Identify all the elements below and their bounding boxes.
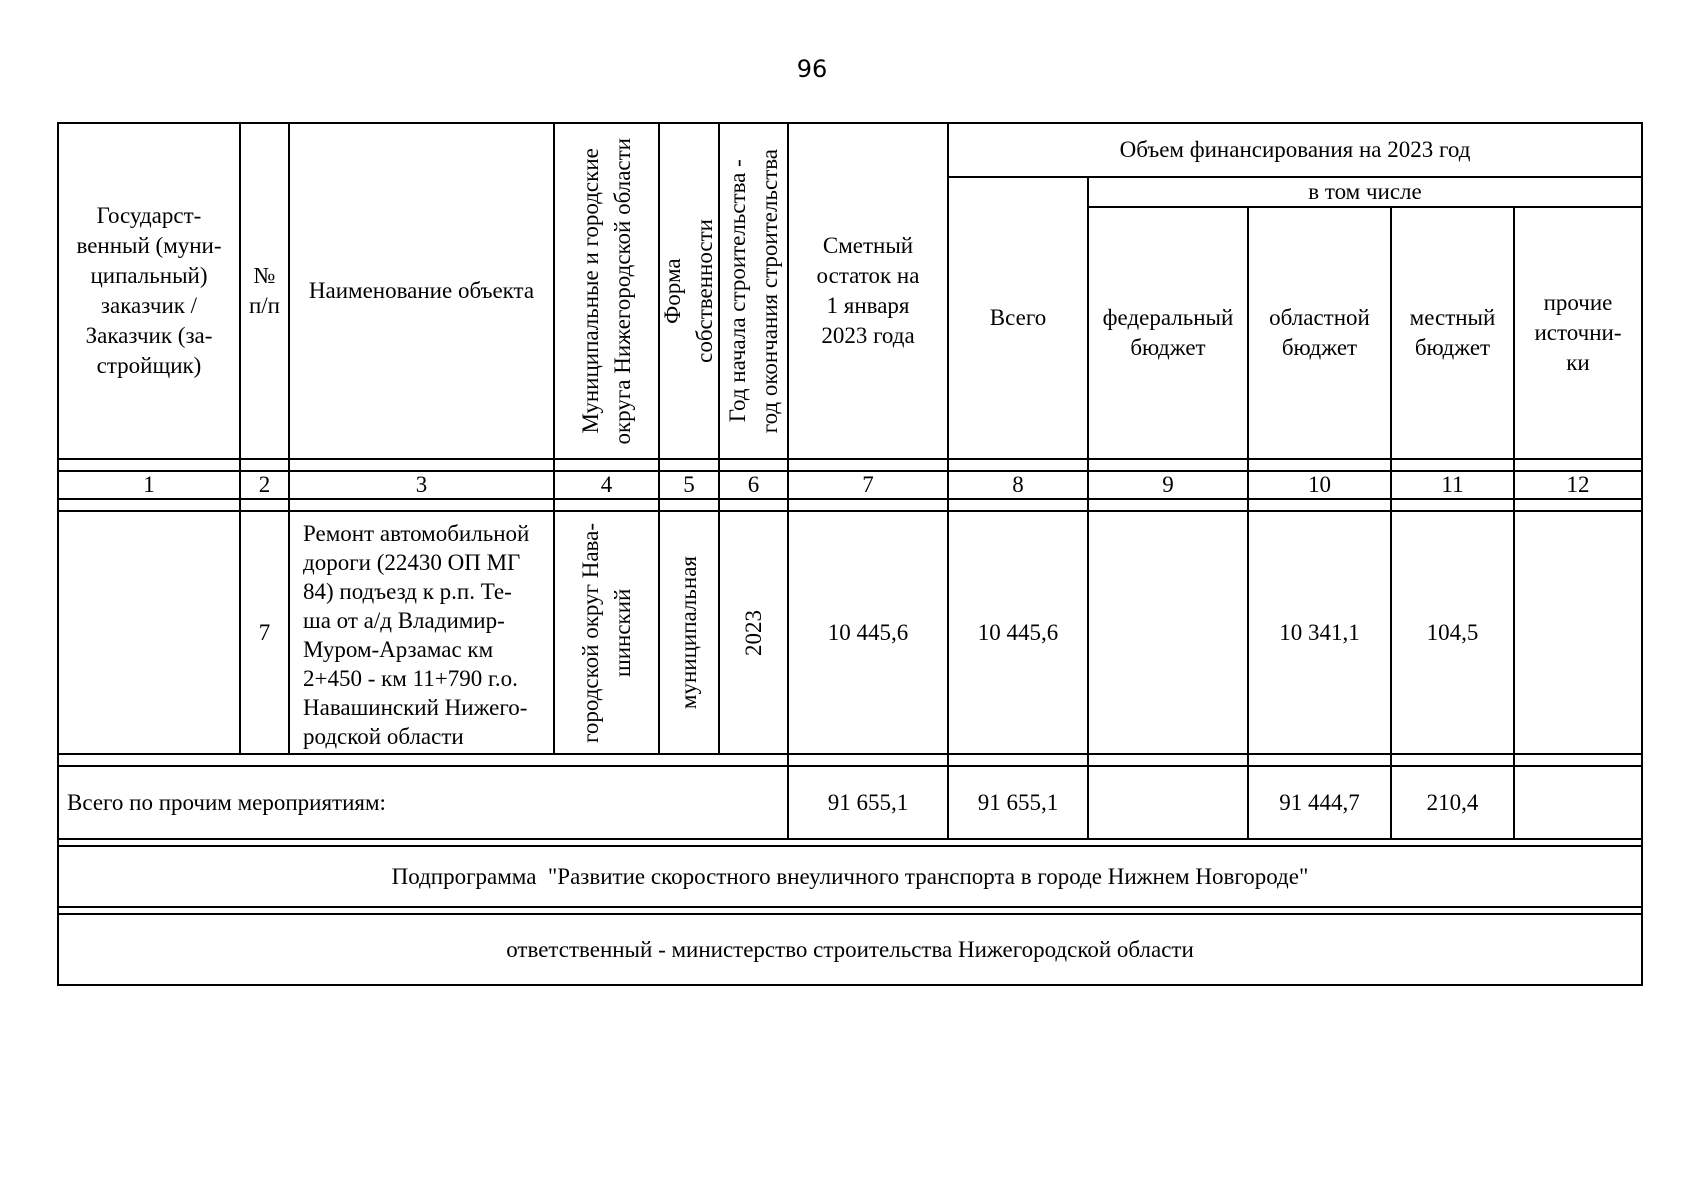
row-gap-cell [787, 500, 947, 510]
row-gap-cell [553, 460, 658, 470]
row-gap-cell [553, 500, 658, 510]
row-gap-cell [1087, 500, 1247, 510]
header-object-name: Наименование объекта [288, 122, 553, 460]
column-number: 9 [1087, 470, 1247, 500]
financing-table: Государст- венный (муни- ципальный) зака… [57, 122, 1643, 986]
cell-ownership-text: муниципальная [676, 555, 701, 710]
header-total: Всего [947, 178, 1087, 460]
row-gap-cell [1087, 755, 1247, 765]
row-gap-cell [1247, 500, 1390, 510]
column-number: 7 [787, 470, 947, 500]
row-gap-cell [57, 755, 787, 765]
cell-row-num: 7 [239, 510, 288, 755]
column-number: 1 [57, 470, 239, 500]
column-number: 4 [553, 470, 658, 500]
header-regional: областной бюджет [1247, 208, 1390, 460]
cell-local: 104,5 [1390, 510, 1513, 755]
cell-federal [1087, 510, 1247, 755]
cell-ownership: муниципальная [658, 510, 718, 755]
cell-municipality: городской округ Нава- шинский [553, 510, 658, 755]
header-other: прочие источни- ки [1513, 208, 1643, 460]
row-gap-cell [288, 460, 553, 470]
header-ownership-text: Форма собственности [660, 219, 717, 363]
cell-other [1513, 510, 1643, 755]
row-gap-cell [718, 500, 787, 510]
totals-regional: 91 444,7 [1247, 765, 1390, 840]
column-number: 6 [718, 470, 787, 500]
header-customer: Государст- венный (муни- ципальный) зака… [57, 122, 239, 460]
column-number: 2 [239, 470, 288, 500]
column-number: 3 [288, 470, 553, 500]
column-number: 10 [1247, 470, 1390, 500]
totals-local: 210,4 [1390, 765, 1513, 840]
header-ownership: Форма собственности [658, 122, 718, 460]
header-years-text: Год начала строительства - год окончания… [724, 148, 782, 434]
cell-years: 2023 [718, 510, 787, 755]
row-gap-cell [57, 840, 1643, 845]
row-gap-cell [1513, 755, 1643, 765]
row-gap-cell [57, 460, 239, 470]
row-gap-cell [787, 755, 947, 765]
totals-estimate: 91 655,1 [787, 765, 947, 840]
cell-customer-empty [57, 510, 239, 755]
row-gap-cell [239, 460, 288, 470]
cell-municipality-text: городской округ Нава- шинский [577, 522, 635, 743]
header-municipality: Муниципальные и городские округа Нижегор… [553, 122, 658, 460]
row-gap-cell [1390, 755, 1513, 765]
row-gap-cell [1390, 500, 1513, 510]
row-gap-cell [1390, 460, 1513, 470]
row-gap-cell [947, 755, 1087, 765]
header-federal: федеральный бюджет [1087, 208, 1247, 460]
header-row-num: № п/п [239, 122, 288, 460]
row-gap-cell [288, 500, 553, 510]
row-gap-cell [787, 460, 947, 470]
row-gap-cell [1247, 755, 1390, 765]
header-local: местный бюджет [1390, 208, 1513, 460]
column-number: 11 [1390, 470, 1513, 500]
cell-total: 10 445,6 [947, 510, 1087, 755]
header-financing-title: Объем финансирования на 2023 год [947, 122, 1643, 178]
cell-estimate: 10 445,6 [787, 510, 947, 755]
row-gap-cell [1247, 460, 1390, 470]
row-gap-cell [57, 908, 1643, 913]
page-number: 96 [796, 55, 828, 83]
column-number: 12 [1513, 470, 1643, 500]
row-gap-cell [1513, 460, 1643, 470]
row-gap-cell [718, 460, 787, 470]
row-gap-cell [239, 500, 288, 510]
header-years: Год начала строительства - год окончания… [718, 122, 787, 460]
responsible-note: ответственный - министерство строительст… [57, 913, 1643, 986]
cell-regional: 10 341,1 [1247, 510, 1390, 755]
totals-other [1513, 765, 1643, 840]
row-gap-cell [1087, 460, 1247, 470]
header-estimate: Сметный остаток на 1 января 2023 года [787, 122, 947, 460]
row-gap-cell [947, 500, 1087, 510]
row-gap-cell [57, 500, 239, 510]
row-gap-cell [658, 460, 718, 470]
header-including: в том числе [1087, 178, 1643, 208]
totals-federal [1087, 765, 1247, 840]
cell-object-name: Ремонт автомобильной дороги (22430 ОП МГ… [288, 510, 553, 755]
cell-years-text: 2023 [740, 609, 766, 656]
column-number: 8 [947, 470, 1087, 500]
row-gap-cell [1513, 500, 1643, 510]
row-gap-cell [947, 460, 1087, 470]
row-gap-cell [658, 500, 718, 510]
header-municipality-text: Муниципальные и городские округа Нижегор… [577, 137, 635, 445]
subprogram-title: Подпрограмма "Развитие скоростного внеул… [57, 845, 1643, 908]
column-number: 5 [658, 470, 718, 500]
totals-total: 91 655,1 [947, 765, 1087, 840]
totals-label: Всего по прочим мероприятиям: [57, 765, 787, 840]
